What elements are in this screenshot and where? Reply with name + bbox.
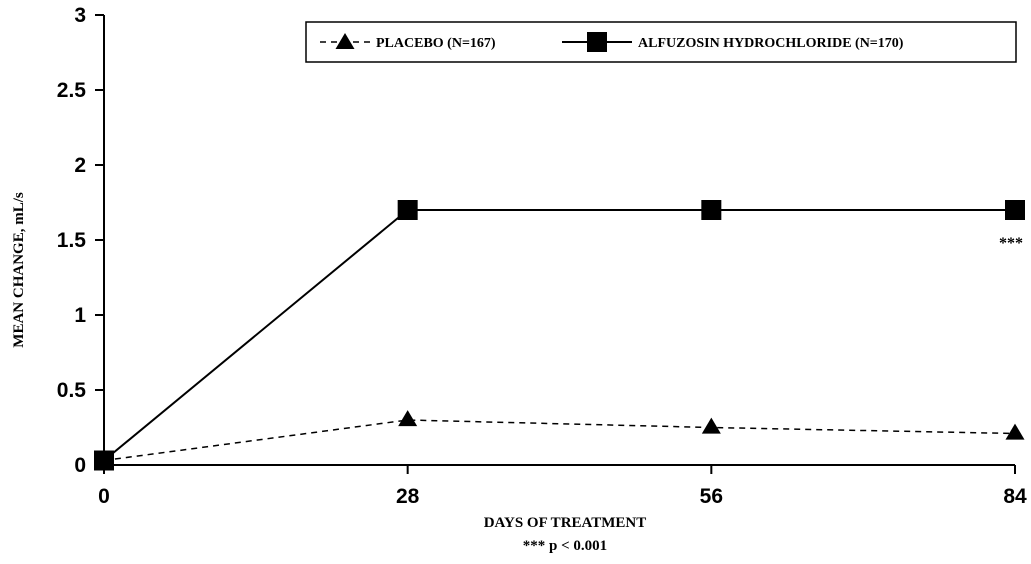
legend-box	[305, 21, 1017, 63]
y-axis-title: MEAN CHANGE, mL/s	[11, 192, 27, 348]
series-markers	[94, 200, 1025, 471]
significance-marker: ***	[999, 235, 1023, 252]
y-tick-label: 3	[74, 4, 86, 27]
y-tick-label: 1	[74, 304, 86, 327]
legend-alfuzosin-marker	[587, 32, 607, 52]
y-tick-label: 0	[74, 454, 86, 477]
data-point-placebo	[701, 417, 721, 434]
x-axis-ticks: 0 28 56 84	[98, 465, 1027, 508]
x-tick-label: 84	[1003, 485, 1027, 508]
legend-placebo-label: PLACEBO (N=167)	[376, 36, 496, 51]
y-tick-label: 2	[74, 154, 86, 177]
data-point-alfuzosin	[701, 200, 722, 220]
data-point-alfuzosin	[94, 450, 114, 471]
y-tick-label: 0.5	[57, 379, 87, 402]
x-axis-title: DAYS OF TREATMENT	[484, 515, 647, 531]
legend-alfuzosin-label: ALFUZOSIN HYDROCHLORIDE (N=170)	[638, 36, 904, 51]
x-tick-label: 56	[700, 485, 723, 508]
series-lines	[103, 209, 1016, 462]
legend: PLACEBO (N=167) ALFUZOSIN HYDROCHLORIDE …	[305, 21, 1017, 63]
series-line-alfuzosin	[103, 209, 1015, 462]
legend-placebo-marker	[335, 33, 355, 49]
y-tick-label: 1.5	[57, 229, 87, 252]
y-tick-label: 2.5	[57, 79, 87, 102]
axes	[103, 15, 1015, 466]
y-axis-ticks: 0 0.5 1 1.5 2 2.5 3	[57, 4, 104, 477]
data-point-placebo	[398, 410, 418, 427]
x-tick-label: 28	[396, 485, 420, 508]
series-line-placebo	[103, 419, 1016, 462]
data-point-placebo	[1005, 423, 1025, 440]
x-tick-label: 0	[98, 485, 110, 508]
data-point-alfuzosin	[397, 200, 418, 220]
data-point-alfuzosin	[1005, 200, 1025, 220]
annotations: ***	[999, 235, 1023, 252]
significance-note: *** p < 0.001	[523, 538, 607, 554]
